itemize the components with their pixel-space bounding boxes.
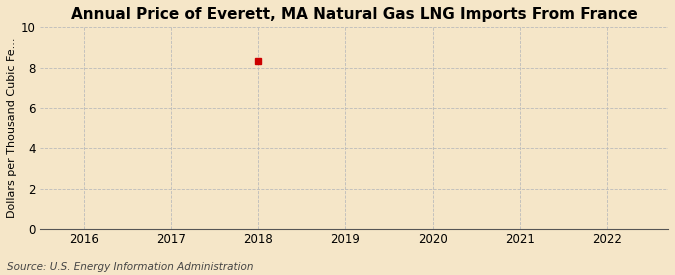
Title: Annual Price of Everett, MA Natural Gas LNG Imports From France: Annual Price of Everett, MA Natural Gas … — [71, 7, 637, 22]
Text: Source: U.S. Energy Information Administration: Source: U.S. Energy Information Administ… — [7, 262, 253, 272]
Y-axis label: Dollars per Thousand Cubic Fe...: Dollars per Thousand Cubic Fe... — [7, 38, 17, 218]
